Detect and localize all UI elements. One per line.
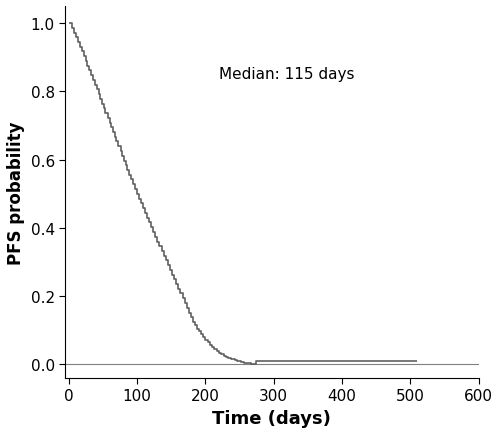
X-axis label: Time (days): Time (days) (212, 409, 332, 427)
Text: Median: 115 days: Median: 115 days (219, 66, 354, 82)
Y-axis label: PFS probability: PFS probability (7, 121, 25, 264)
